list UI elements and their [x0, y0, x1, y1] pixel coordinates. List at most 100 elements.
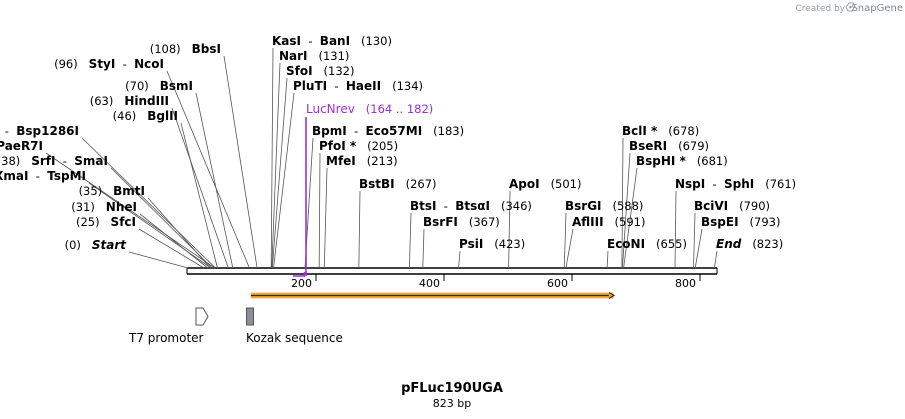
enzyme-name[interactable]: SfcI	[111, 215, 136, 229]
enzyme-label[interactable]: (63) HindIII	[90, 94, 169, 108]
enzyme-name[interactable]: SfoI	[286, 64, 313, 78]
enzyme-site-bpmi[interactable]: BpmI - Eco57MI (183)	[312, 124, 464, 138]
enzyme-label[interactable]: (38) SrfI - SmaI	[0, 154, 108, 168]
enzyme-label[interactable]: EcoNI (655)	[607, 237, 687, 251]
enzyme-name[interactable]: BsrGI	[565, 199, 602, 213]
enzyme-name[interactable]: XmaI	[0, 169, 28, 183]
enzyme-label[interactable]: BpmI - Eco57MI (183)	[312, 124, 464, 138]
enzyme-site-afliii[interactable]: AflIII (591)	[572, 215, 645, 229]
enzyme-name[interactable]: Eco57MI	[366, 124, 423, 138]
enzyme-site-pfoi[interactable]: PfoI * (205)	[319, 139, 398, 153]
enzyme-name[interactable]: NspI	[675, 177, 705, 191]
enzyme-label[interactable]: MfeI (213)	[326, 154, 398, 168]
enzyme-label[interactable]: (42) SmlI - XhoI - PaeR7I	[0, 139, 43, 153]
enzyme-name[interactable]: BpmI	[312, 124, 347, 138]
enzyme-site-srfi[interactable]: (38) SrfI - SmaI	[0, 154, 108, 168]
enzyme-label[interactable]: BspHI * (681)	[636, 154, 728, 168]
promoter-arrow-icon[interactable]	[195, 307, 209, 326]
enzyme-label[interactable]: (108) BbsI	[150, 42, 221, 56]
enzyme-name[interactable]: Bsp1286I	[16, 124, 79, 138]
enzyme-label[interactable]: PfoI * (205)	[319, 139, 398, 153]
enzyme-label[interactable]: NspI - SphI (761)	[675, 177, 796, 191]
enzyme-name[interactable]: SrfI	[31, 154, 55, 168]
enzyme-site-mfei[interactable]: MfeI (213)	[326, 154, 398, 168]
enzyme-name[interactable]: BtsI	[410, 199, 437, 213]
enzyme-name[interactable]: End	[716, 237, 742, 251]
enzyme-name[interactable]: NarI	[279, 49, 308, 63]
enzyme-name[interactable]: ApoI	[509, 177, 540, 191]
enzyme-label[interactable]: PluTI - HaeII (134)	[293, 79, 423, 93]
enzyme-label[interactable]: KasI - BanI (130)	[272, 34, 392, 48]
enzyme-site-xmai[interactable]: (36) XmaI - TspMI	[0, 169, 86, 183]
enzyme-label[interactable]: (0) Start	[65, 238, 128, 252]
enzyme-name[interactable]: HindIII	[124, 94, 169, 108]
feature-t7-promoter[interactable]: T7 promoter	[128, 307, 209, 345]
enzyme-name[interactable]: BanI	[320, 34, 350, 48]
enzyme-site-pluti[interactable]: PluTI - HaeII (134)	[293, 79, 423, 93]
enzyme-site-hindiii[interactable]: (63) HindIII	[90, 94, 169, 108]
enzyme-site-bsrfi[interactable]: BsrFI (367)	[423, 215, 500, 229]
enzyme-site-bseri[interactable]: BseRI (679)	[629, 139, 709, 153]
enzyme-site-end[interactable]: End (823)	[716, 237, 783, 251]
enzyme-site-banii[interactable]: (43) BanII - Bsp1286I	[0, 124, 79, 138]
enzyme-name[interactable]: StyI	[89, 57, 116, 71]
enzyme-name[interactable]: SmaI	[74, 154, 108, 168]
enzyme-name[interactable]: BmtI	[113, 184, 145, 198]
enzyme-site-bstbi[interactable]: BstBI (267)	[359, 177, 437, 191]
enzyme-name[interactable]: SphI	[724, 177, 754, 191]
enzyme-name[interactable]: PaeR7I	[0, 139, 43, 153]
enzyme-site-bcivi[interactable]: BciVI (790)	[694, 199, 770, 213]
enzyme-site-apoi[interactable]: ApoI (501)	[509, 177, 582, 191]
enzyme-label[interactable]: (25) SfcI	[76, 215, 136, 229]
enzyme-name[interactable]: BseRI	[629, 139, 667, 153]
enzyme-label[interactable]: PsiI (423)	[459, 237, 525, 251]
enzyme-site-bbsi[interactable]: (108) BbsI	[150, 42, 221, 56]
enzyme-name[interactable]: BbsI	[192, 42, 221, 56]
feature-kozak-sequence[interactable]: Kozak sequence	[246, 307, 343, 345]
enzyme-site-bsmi[interactable]: (70) BsmI	[125, 79, 193, 93]
enzyme-site-bspei[interactable]: BspEI (793)	[701, 215, 780, 229]
enzyme-name[interactable]: NheI	[106, 200, 137, 214]
enzyme-label[interactable]: BstBI (267)	[359, 177, 437, 191]
enzyme-site-styi[interactable]: (96) StyI - NcoI	[54, 57, 164, 71]
enzyme-site-nspi[interactable]: NspI - SphI (761)	[675, 177, 796, 191]
enzyme-name[interactable]: BtsαI	[455, 199, 490, 213]
enzyme-name[interactable]: PluTI	[293, 79, 327, 93]
primer-label[interactable]: LucNrev (164 .. 182)	[306, 102, 433, 116]
enzyme-name[interactable]: BciVI	[694, 199, 728, 213]
enzyme-site-bglii[interactable]: (46) BglII	[113, 109, 178, 123]
enzyme-label[interactable]: BciVI (790)	[694, 199, 770, 213]
enzyme-site-bmti[interactable]: (35) BmtI	[79, 184, 145, 198]
enzyme-label[interactable]: (36) XmaI - TspMI	[0, 169, 86, 183]
enzyme-name[interactable]: BclI *	[622, 124, 658, 138]
enzyme-site-nari[interactable]: NarI (131)	[279, 49, 349, 63]
enzyme-site-smli[interactable]: (42) SmlI - XhoI - PaeR7I	[0, 139, 43, 153]
enzyme-name[interactable]: PfoI *	[319, 139, 357, 153]
kozak-box[interactable]	[246, 307, 254, 326]
enzyme-label[interactable]: BtsI - BtsαI (346)	[410, 199, 532, 213]
enzyme-name[interactable]: KasI	[272, 34, 301, 48]
enzyme-site-sfci[interactable]: (25) SfcI	[76, 215, 136, 229]
enzyme-name[interactable]: BglII	[147, 109, 178, 123]
enzyme-name[interactable]: BstBI	[359, 177, 395, 191]
enzyme-site-bsphi[interactable]: BspHI * (681)	[636, 154, 728, 168]
enzyme-name[interactable]: TspMI	[47, 169, 86, 183]
enzyme-name[interactable]: BsmI	[160, 79, 193, 93]
enzyme-label[interactable]: BsrFI (367)	[423, 215, 500, 229]
enzyme-site-bsrgi[interactable]: BsrGI (588)	[565, 199, 643, 213]
enzyme-site-bcli[interactable]: BclI * (678)	[622, 124, 699, 138]
enzyme-site-btsi[interactable]: BtsI - BtsαI (346)	[410, 199, 532, 213]
enzyme-site-start[interactable]: (0) Start	[65, 238, 128, 252]
enzyme-label[interactable]: ApoI (501)	[509, 177, 582, 191]
enzyme-label[interactable]: BclI * (678)	[622, 124, 699, 138]
enzyme-label[interactable]: (43) BanII - Bsp1286I	[0, 124, 79, 138]
enzyme-name[interactable]: HaeII	[346, 79, 381, 93]
enzyme-site-econi[interactable]: EcoNI (655)	[607, 237, 687, 251]
enzyme-label[interactable]: (31) NheI	[71, 200, 137, 214]
enzyme-name[interactable]: Start	[92, 238, 127, 252]
enzyme-name[interactable]: NcoI	[134, 57, 164, 71]
enzyme-label[interactable]: (46) BglII	[113, 109, 178, 123]
enzyme-label[interactable]: AflIII (591)	[572, 215, 645, 229]
feature-orf[interactable]	[250, 291, 616, 300]
enzyme-label[interactable]: (70) BsmI	[125, 79, 193, 93]
